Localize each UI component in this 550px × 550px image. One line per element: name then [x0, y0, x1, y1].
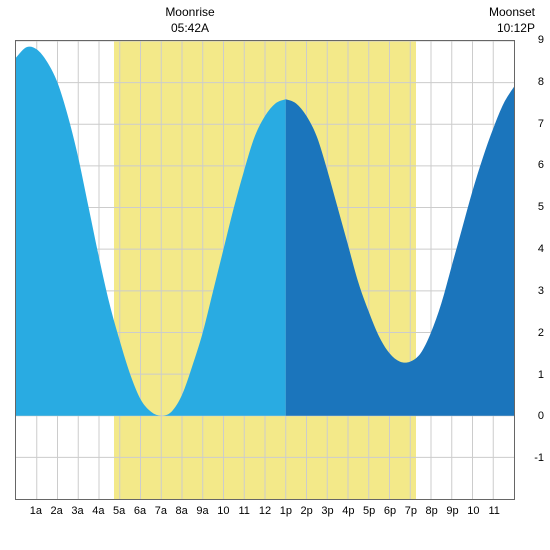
- y-tick: 3: [538, 285, 544, 297]
- x-tick: 8p: [426, 505, 438, 517]
- x-tick: 3a: [71, 505, 83, 517]
- x-tick: 6a: [134, 505, 146, 517]
- tide-area-dark: [286, 87, 514, 416]
- y-tick: 7: [538, 118, 544, 130]
- x-tick: 4a: [92, 505, 104, 517]
- x-tick: 1p: [280, 505, 292, 517]
- x-tick: 4p: [342, 505, 354, 517]
- moonrise-label-block: Moonrise 05:42A: [150, 5, 230, 36]
- x-tick: 5a: [113, 505, 125, 517]
- y-tick: 8: [538, 76, 544, 88]
- x-tick: 2p: [301, 505, 313, 517]
- x-tick: 11: [238, 505, 249, 517]
- x-tick: 10: [217, 505, 229, 517]
- x-tick: 11: [488, 505, 499, 517]
- x-tick: 10: [467, 505, 479, 517]
- y-axis: -10123456789: [518, 40, 548, 500]
- tide-svg: [16, 41, 514, 499]
- y-tick: 1: [538, 369, 544, 381]
- moonset-label-block: Moonset 10:12P: [465, 5, 535, 36]
- moonset-caption: Moonset: [465, 5, 535, 21]
- y-tick: 6: [538, 159, 544, 171]
- x-tick: 1a: [30, 505, 42, 517]
- x-tick: 12: [259, 505, 271, 517]
- y-tick: 4: [538, 243, 544, 255]
- x-tick: 2a: [51, 505, 63, 517]
- chart-container: Moonrise 05:42A Moonset 10:12P -10123456…: [0, 0, 550, 550]
- y-tick: 2: [538, 327, 544, 339]
- x-tick: 9a: [196, 505, 208, 517]
- x-tick: 5p: [363, 505, 375, 517]
- y-tick: 9: [538, 34, 544, 46]
- x-axis: 1a 2a 3a 4a 5a 6a 7a 8a 9a 10 11 12 1p 2p 3p 4p 5p 6p 7p 8p…: [15, 505, 515, 525]
- y-tick: 0: [538, 410, 544, 422]
- x-tick: 7p: [405, 505, 417, 517]
- y-tick: -1: [534, 452, 544, 464]
- x-tick: 8a: [176, 505, 188, 517]
- y-tick: 5: [538, 201, 544, 213]
- moonrise-time: 05:42A: [150, 21, 230, 37]
- plot-area: [15, 40, 515, 500]
- x-tick: 6p: [384, 505, 396, 517]
- tide-area-light: [16, 47, 286, 416]
- moonrise-caption: Moonrise: [150, 5, 230, 21]
- x-tick: 7a: [155, 505, 167, 517]
- x-tick: 3p: [321, 505, 333, 517]
- x-tick: 9p: [446, 505, 458, 517]
- moonset-time: 10:12P: [465, 21, 535, 37]
